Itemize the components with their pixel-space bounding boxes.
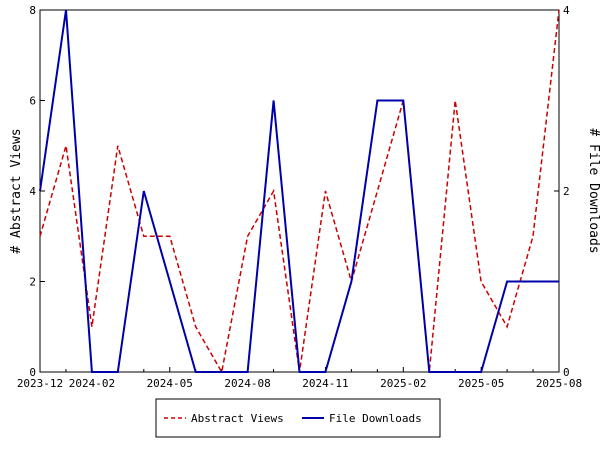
series-lines xyxy=(39,9,560,375)
x-tick-label: 2024-05 xyxy=(147,377,193,390)
legend-box xyxy=(155,398,441,438)
x-tick-label: 2025-02 xyxy=(380,377,426,390)
y-left-tick-label: 4 xyxy=(29,185,36,198)
x-tick-label: 2024-02 xyxy=(69,377,115,390)
y-axis-left-title: # Abstract Views xyxy=(9,128,24,253)
y-left-tick-label: 2 xyxy=(29,276,36,289)
legend-label-abstract-views: Abstract Views xyxy=(191,412,284,425)
y-right-tick-label: 2 xyxy=(563,185,570,198)
x-tick-label: 2024-08 xyxy=(224,377,270,390)
legend: Abstract Views File Downloads xyxy=(155,398,441,438)
x-tick-label: 2025-05 xyxy=(458,377,504,390)
y-axis-right-title: # File Downloads xyxy=(586,128,600,253)
right-axis-ticks: 0 2 4 xyxy=(554,4,570,379)
x-tick-label: 2025-08 xyxy=(536,377,582,390)
series-line-file-downloads xyxy=(39,9,559,373)
x-tick-label: 2024-11 xyxy=(302,377,348,390)
x-axis-ticks: 2023-12 2024-02 2024-05 2024-08 2024-11 2025-… xyxy=(17,367,582,390)
plot-area xyxy=(39,9,560,373)
y-right-tick-label: 4 xyxy=(563,4,570,17)
x-tick-label: 2023-12 xyxy=(17,377,63,390)
left-axis-ticks: 0 2 4 6 8 xyxy=(29,4,45,379)
y-right-tick-label: 0 xyxy=(563,366,570,379)
y-left-tick-label: 0 xyxy=(29,366,36,379)
legend-label-file-downloads: File Downloads xyxy=(329,412,422,425)
y-left-tick-label: 6 xyxy=(29,95,36,108)
y-left-tick-label: 8 xyxy=(29,4,36,17)
